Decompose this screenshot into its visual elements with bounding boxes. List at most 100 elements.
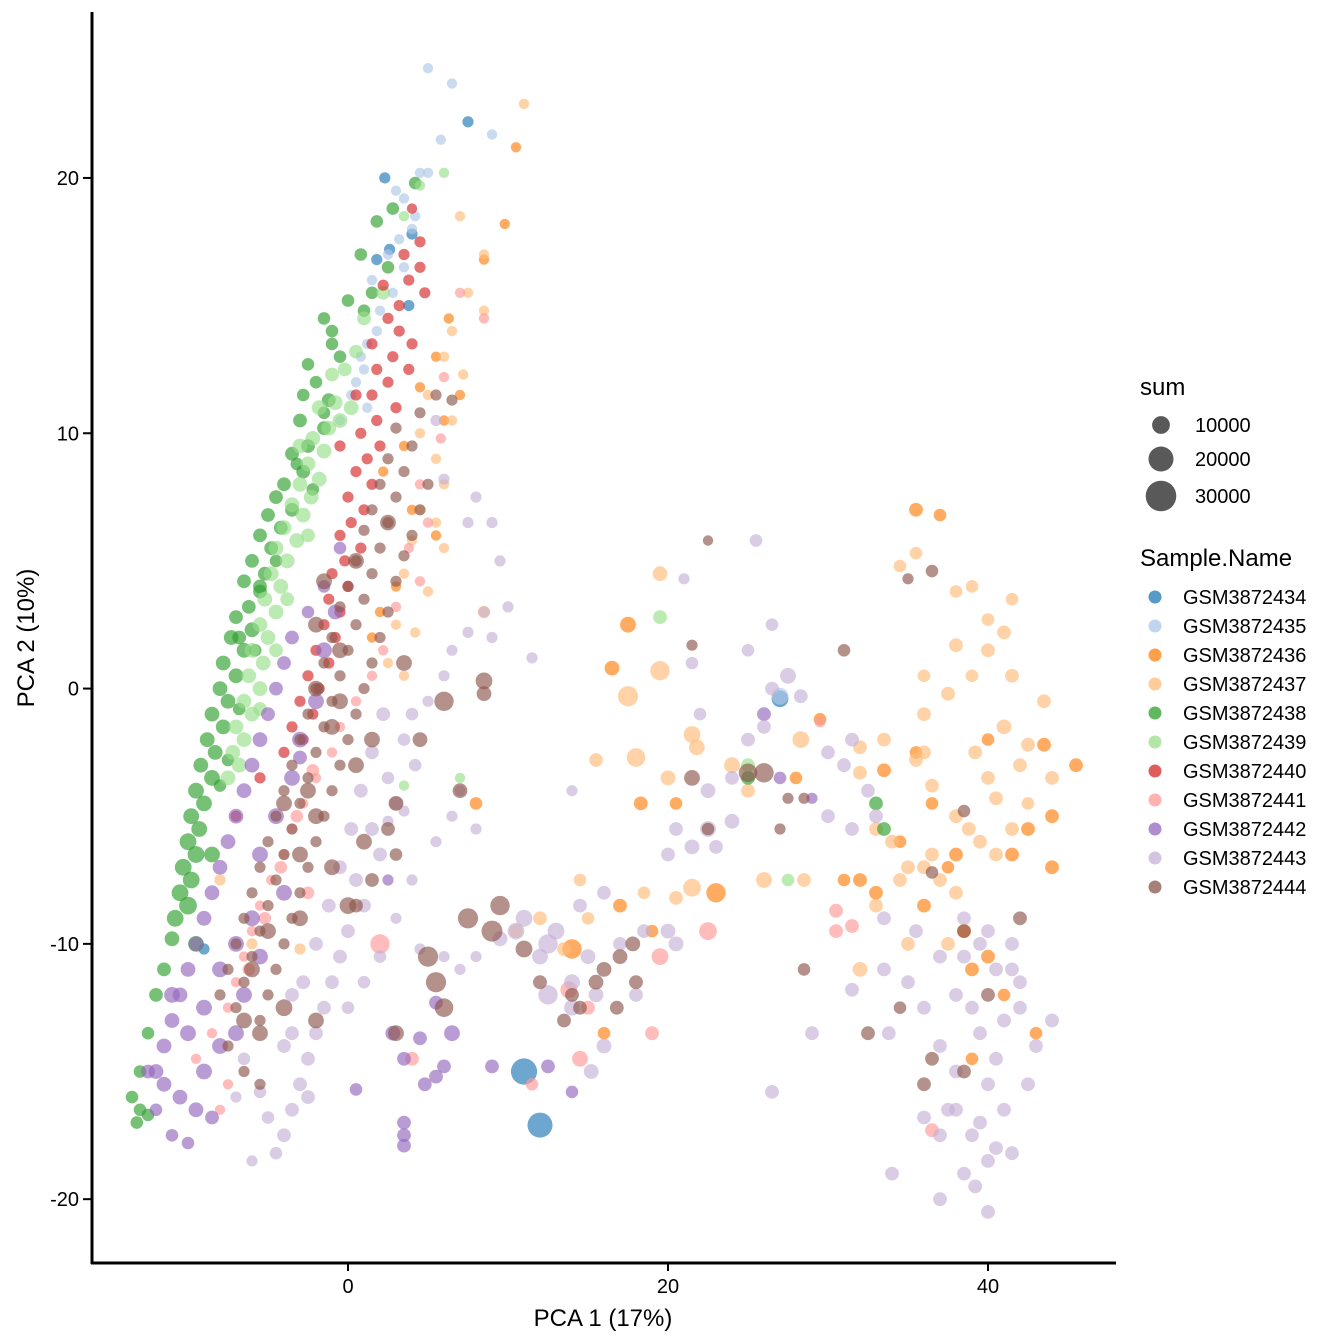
data-point — [333, 949, 347, 964]
data-point — [341, 294, 355, 307]
data-point — [376, 707, 391, 721]
data-point — [377, 279, 389, 291]
data-point — [308, 616, 324, 633]
data-point — [301, 358, 315, 371]
data-point — [806, 792, 818, 804]
series-GSM3872444 — [214, 389, 1027, 1092]
data-point — [443, 313, 454, 324]
data-point — [325, 337, 339, 351]
data-point — [462, 517, 474, 529]
data-point — [188, 1102, 204, 1118]
data-point — [933, 1192, 947, 1207]
data-point — [1005, 962, 1019, 977]
data-point — [502, 601, 514, 613]
data-point — [869, 898, 883, 913]
data-point — [286, 759, 298, 771]
data-point — [917, 707, 931, 721]
data-point — [193, 757, 209, 773]
data-point — [230, 1002, 242, 1014]
data-point — [949, 585, 963, 598]
data-point — [204, 706, 220, 722]
data-point — [989, 847, 1003, 862]
data-point — [893, 559, 907, 573]
data-point — [366, 504, 378, 516]
data-point — [358, 593, 370, 605]
data-point — [462, 626, 474, 639]
data-point — [949, 847, 963, 862]
data-point — [414, 407, 426, 419]
data-point — [381, 771, 395, 785]
data-point — [396, 655, 412, 671]
data-point — [182, 871, 200, 889]
data-point — [254, 900, 266, 911]
data-point — [527, 1112, 553, 1138]
data-point — [284, 497, 300, 513]
data-point — [738, 763, 758, 783]
data-point — [270, 810, 282, 822]
data-point — [845, 919, 859, 933]
data-point — [371, 254, 383, 266]
data-point — [629, 988, 643, 1002]
series-GSM3872436 — [366, 142, 1083, 1066]
data-point — [260, 630, 276, 645]
data-point — [406, 338, 418, 350]
data-point — [365, 745, 379, 760]
data-point — [452, 783, 468, 799]
data-point — [422, 62, 434, 74]
data-point — [625, 936, 641, 952]
data-point — [837, 644, 851, 657]
data-point — [236, 693, 252, 709]
data-point — [334, 440, 346, 452]
data-point — [518, 98, 530, 110]
data-point — [222, 1040, 234, 1052]
data-point — [381, 261, 395, 274]
data-point — [371, 325, 382, 337]
data-point — [397, 1051, 411, 1066]
data-point — [390, 912, 402, 924]
data-point — [374, 542, 386, 554]
data-point — [199, 732, 215, 747]
data-point — [387, 351, 399, 363]
data-point — [301, 528, 315, 543]
data-point — [422, 517, 434, 528]
data-point — [390, 491, 402, 503]
data-point — [333, 350, 347, 364]
data-point — [364, 731, 380, 748]
data-point — [292, 846, 308, 863]
data-point — [236, 987, 252, 1003]
data-point — [380, 514, 396, 531]
data-point — [246, 951, 258, 963]
data-point — [414, 576, 426, 587]
data-point — [269, 490, 283, 504]
data-point — [317, 1000, 331, 1015]
data-point — [414, 479, 426, 490]
data-point — [774, 823, 786, 835]
data-point — [296, 975, 311, 990]
data-point — [382, 376, 394, 388]
data-point — [877, 962, 891, 977]
data-point — [164, 1013, 180, 1028]
series-GSM3872441 — [190, 287, 939, 1138]
data-point — [741, 783, 755, 798]
data-point — [446, 415, 458, 426]
data-point — [371, 363, 383, 375]
data-point — [348, 553, 364, 569]
data-point — [308, 680, 324, 697]
data-point — [861, 783, 875, 798]
data-point — [230, 938, 242, 950]
data-point — [398, 440, 410, 452]
data-point — [398, 211, 410, 222]
data-point — [172, 1089, 188, 1105]
data-point — [765, 1085, 779, 1099]
data-point — [430, 517, 442, 528]
data-point — [301, 886, 315, 900]
data-point — [212, 1038, 228, 1054]
data-point — [374, 631, 386, 644]
data-point — [350, 466, 362, 478]
data-point — [573, 873, 587, 887]
data-point — [277, 1039, 291, 1053]
data-point — [981, 1154, 995, 1168]
data-point — [422, 389, 434, 401]
data-point — [190, 1053, 202, 1065]
data-point — [668, 936, 684, 952]
